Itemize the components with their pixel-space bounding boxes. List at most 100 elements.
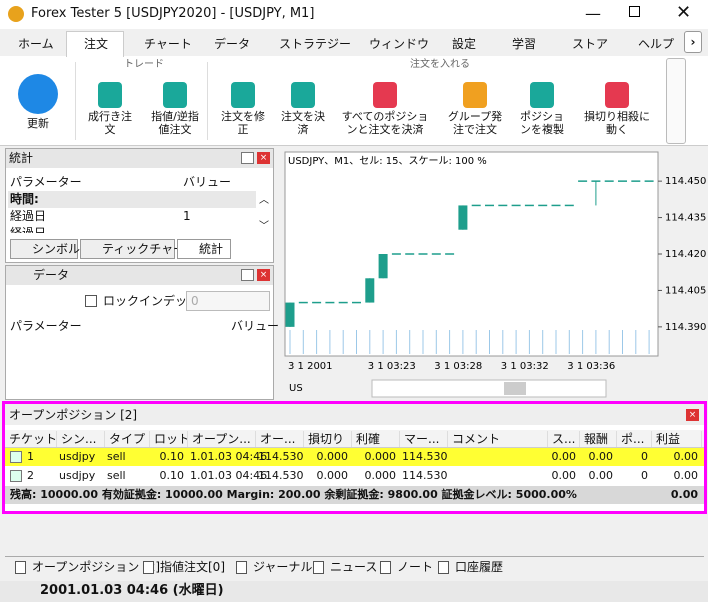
candle-body — [378, 254, 388, 279]
ribbon-icon — [163, 82, 187, 108]
table-header — [5, 430, 704, 448]
bottom-bar — [5, 556, 704, 578]
panel-header — [6, 266, 273, 285]
panel-btn[interactable] — [241, 269, 254, 281]
bottom-tab[interactable]: オープンポジション [2] — [32, 560, 161, 574]
column-header: バリュー — [231, 319, 280, 333]
cell: 0.000 — [316, 469, 349, 482]
cell: 1.01.03 04:46 — [190, 450, 268, 463]
ribbon-button[interactable]: ポジションを複製 — [520, 110, 564, 136]
cell: sell — [107, 469, 126, 482]
panel-tab-label[interactable]: シンボル — [32, 242, 81, 256]
column-header: オープン... — [192, 431, 256, 447]
ribbon-icon — [463, 82, 487, 108]
tab-icon — [313, 561, 324, 574]
panel-tab-label[interactable]: ティックチャート — [102, 242, 198, 256]
bottom-tab[interactable]: ジャーナル — [253, 560, 313, 574]
bottom-tab[interactable]: ノート — [397, 560, 434, 574]
column-header: パラメーター — [10, 175, 82, 189]
menu-tab[interactable]: ウィンドウ — [369, 37, 430, 51]
menu-tab[interactable]: チャート — [144, 37, 192, 51]
menu-tab[interactable]: ストラテジー — [279, 37, 352, 51]
separator — [75, 62, 76, 140]
close-button[interactable]: ✕ — [676, 2, 692, 23]
chart-title: USDJPY、M1、セル: 15、スケール: 100 % — [288, 155, 487, 167]
panel-tab-label[interactable]: 統計 — [199, 242, 224, 256]
ribbon-scroll[interactable] — [666, 58, 686, 144]
cell: 0.00 — [588, 469, 614, 482]
minimize-button[interactable]: — — [585, 4, 601, 23]
panel-title: オープンポジション [2] — [9, 408, 138, 422]
column-header: オー... — [260, 431, 304, 447]
window-title: Forex Tester 5 [USDJPY2020] - [USDJPY, M… — [31, 6, 315, 21]
stats-row: 経過日 1 — [8, 208, 256, 225]
x-tick-label: 3 1 2001 — [288, 361, 333, 372]
menu-tab[interactable]: 学習 — [512, 37, 537, 51]
ribbon-icon — [373, 82, 397, 108]
stats-row: 経過日 — [8, 225, 256, 233]
column-header: 利確 — [356, 431, 400, 447]
menu-tab[interactable]: 設定 — [452, 37, 477, 51]
panel-tab[interactable] — [10, 239, 78, 259]
ribbon-button[interactable]: 注文を決済 — [281, 110, 325, 136]
candle-body — [365, 278, 375, 303]
menu-tab[interactable]: 注文 — [84, 37, 109, 51]
symbol-label: US — [289, 383, 303, 394]
bottom-tab[interactable]: 口座履歴 — [455, 560, 504, 574]
panel-close[interactable]: × — [686, 409, 699, 421]
panel-close[interactable]: × — [257, 152, 270, 164]
active-tab-bg — [66, 31, 124, 57]
menu-tab[interactable]: ヘルプ — [638, 37, 675, 51]
cell: 0.000 — [316, 450, 349, 463]
cell: sell — [107, 450, 126, 463]
lock-input[interactable]: 0 — [186, 291, 270, 311]
ribbon-icon — [605, 82, 629, 108]
ribbon-button[interactable]: 指値/逆指値注文 — [151, 110, 199, 136]
cell: 1 — [27, 450, 34, 463]
ribbon-button[interactable]: 成行き注文 — [88, 110, 132, 136]
checkbox[interactable] — [85, 295, 97, 307]
position-row[interactable] — [5, 467, 704, 485]
panel-header — [5, 404, 704, 425]
tab-icon — [236, 561, 247, 574]
tab-scroll[interactable]: › — [684, 31, 702, 53]
row-icon — [10, 470, 22, 482]
column-header: 利益 — [656, 431, 702, 447]
panel-tab[interactable] — [177, 239, 231, 259]
panel-title: 統計 — [9, 151, 34, 165]
bottom-tab[interactable]: ニュース — [330, 560, 378, 574]
cell: 0.00 — [551, 450, 577, 463]
scrollbar[interactable]: ︿ ﹀ — [259, 195, 269, 232]
cell: 114.530 — [258, 450, 304, 463]
ribbon-button[interactable]: 損切り相殺に動く — [584, 110, 650, 136]
cell: usdjpy — [59, 469, 96, 482]
ribbon-button[interactable]: すべてのポジションと注文を決済 — [341, 110, 429, 136]
ribbon-icon — [291, 82, 315, 108]
ribbon-button[interactable]: 注文を修正 — [221, 110, 265, 136]
ribbon-button[interactable]: グループ発注で注文 — [447, 110, 503, 136]
cell: 114.530 — [402, 469, 448, 482]
maximize-button[interactable] — [629, 6, 640, 17]
panel-title: データ — [33, 268, 70, 282]
position-row[interactable] — [5, 448, 704, 466]
menu-tab[interactable]: ホーム — [18, 37, 54, 51]
cell: 114.530 — [402, 450, 448, 463]
stats-label: 時間: — [10, 192, 39, 206]
cell: 0.000 — [364, 450, 397, 463]
panel-btn[interactable] — [241, 152, 254, 164]
ribbon-icon — [231, 82, 255, 108]
panel-tab[interactable] — [80, 239, 175, 259]
menu-tab[interactable]: ストア — [572, 37, 609, 51]
x-tick-label: 3 1 03:32 — [501, 361, 549, 372]
column-header: マー... — [404, 431, 448, 447]
ribbon-button[interactable]: 更新 — [27, 117, 49, 130]
panel-close[interactable]: × — [257, 269, 270, 281]
tab-icon — [143, 561, 154, 574]
bottom-tab[interactable]: 指値注文[0] — [160, 560, 225, 574]
app-icon — [8, 6, 24, 22]
cell: 0.10 — [159, 469, 185, 482]
menu-tab[interactable]: データ — [214, 37, 251, 51]
cell: 0.10 — [159, 450, 185, 463]
ribbon-group-label: 注文を入れる — [410, 59, 470, 70]
cell: 0.00 — [673, 469, 699, 482]
